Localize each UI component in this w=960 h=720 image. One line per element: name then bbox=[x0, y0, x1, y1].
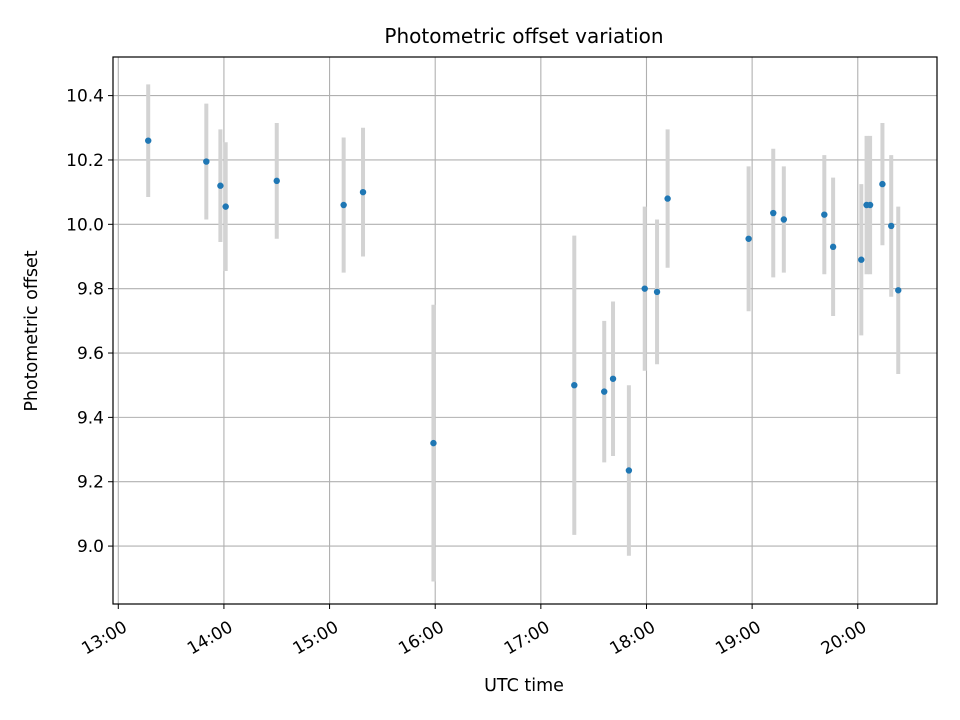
data-point bbox=[821, 211, 828, 218]
data-point bbox=[145, 137, 152, 144]
y-axis-label: Photometric offset bbox=[22, 250, 42, 411]
chart-title: Photometric offset variation bbox=[384, 24, 663, 48]
plot-area-frame bbox=[112, 56, 938, 605]
data-point bbox=[895, 287, 902, 294]
data-point bbox=[601, 388, 608, 395]
data-point bbox=[879, 180, 886, 188]
data-point bbox=[829, 243, 837, 251]
data-point bbox=[340, 201, 347, 209]
y-tick-label: 9.2 bbox=[77, 473, 104, 493]
y-tick-label: 9.6 bbox=[77, 344, 104, 364]
data-point bbox=[770, 209, 777, 217]
y-tick-label: 9.0 bbox=[77, 537, 104, 557]
data-point bbox=[217, 182, 224, 189]
data-point bbox=[858, 256, 865, 263]
data-point bbox=[609, 375, 617, 382]
y-tick-label: 9.4 bbox=[77, 408, 104, 428]
data-point bbox=[359, 188, 367, 196]
data-point bbox=[888, 222, 895, 230]
y-axis-ticks: 9.0 9.2 9.4 9.6 9.8 10.0 10.2 10.4 bbox=[66, 87, 113, 557]
data-point bbox=[430, 439, 437, 447]
data-point bbox=[203, 158, 210, 165]
data-point bbox=[780, 216, 788, 223]
y-tick-label: 9.8 bbox=[77, 280, 104, 300]
data-point bbox=[625, 467, 633, 474]
data-point bbox=[653, 288, 661, 296]
data-point bbox=[571, 382, 578, 389]
data-point bbox=[866, 201, 874, 209]
data-point bbox=[745, 235, 752, 242]
y-tick-label: 10.2 bbox=[66, 151, 104, 171]
data-point bbox=[641, 285, 648, 292]
y-tick-label: 10.0 bbox=[66, 215, 104, 235]
y-tick-label: 10.4 bbox=[66, 87, 104, 107]
data-points bbox=[145, 137, 902, 474]
x-axis-label: UTC time bbox=[484, 676, 564, 696]
data-point bbox=[222, 203, 229, 210]
data-point bbox=[273, 177, 280, 185]
data-point bbox=[664, 195, 671, 202]
